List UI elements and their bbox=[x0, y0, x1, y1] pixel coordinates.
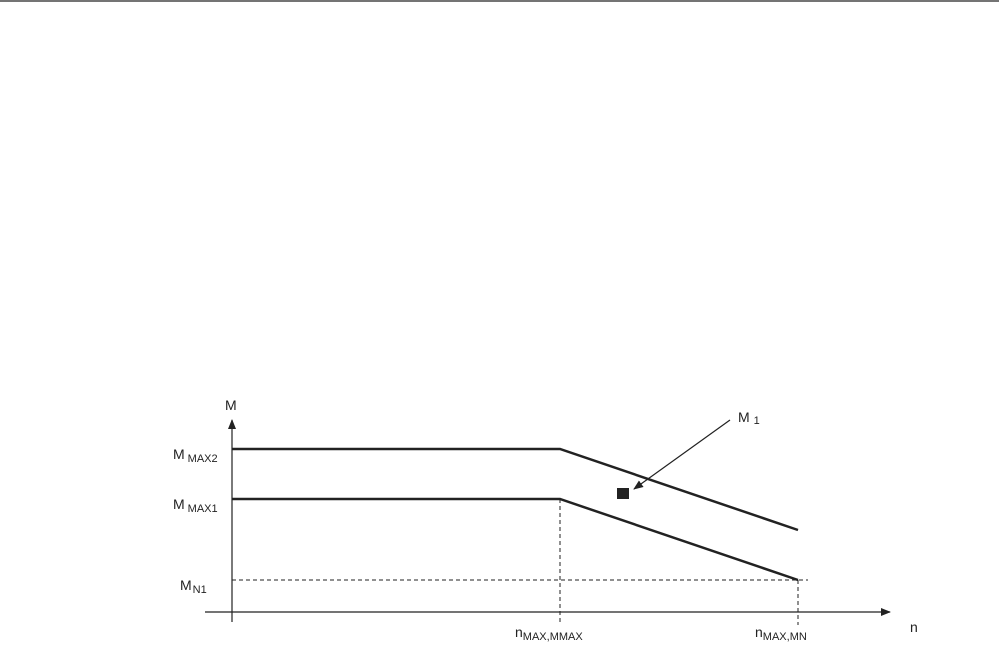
label-main: M bbox=[173, 496, 185, 512]
curve-max2 bbox=[232, 447, 799, 532]
leader-line bbox=[633, 419, 731, 490]
label-nmmax: nMAX,MMAX bbox=[515, 624, 583, 643]
label-mn1: MN1 bbox=[180, 577, 207, 596]
label-main: M bbox=[180, 577, 192, 593]
x-axis-label: n bbox=[910, 619, 918, 635]
label-main: n bbox=[515, 624, 523, 640]
operating-point bbox=[617, 488, 629, 499]
label-sub: MAX1 bbox=[188, 503, 218, 515]
label-mmax1: M MAX1 bbox=[173, 496, 218, 515]
curve-max1 bbox=[232, 497, 799, 582]
label-nmn: nMAX,MN bbox=[755, 624, 807, 643]
diagram bbox=[205, 419, 891, 625]
label-sub: N1 bbox=[193, 584, 207, 596]
label-mmax2: M MAX2 bbox=[173, 446, 218, 465]
label-main: M bbox=[173, 446, 185, 462]
label-sub: 1 bbox=[754, 415, 760, 427]
label-sub: MAX,MN bbox=[763, 631, 807, 643]
label-sub: MAX,MMAX bbox=[523, 631, 584, 643]
label-main: n bbox=[755, 624, 763, 640]
label-sub: MAX2 bbox=[188, 453, 218, 465]
label-main: M bbox=[738, 409, 750, 425]
y-axis-label: M bbox=[225, 397, 237, 413]
